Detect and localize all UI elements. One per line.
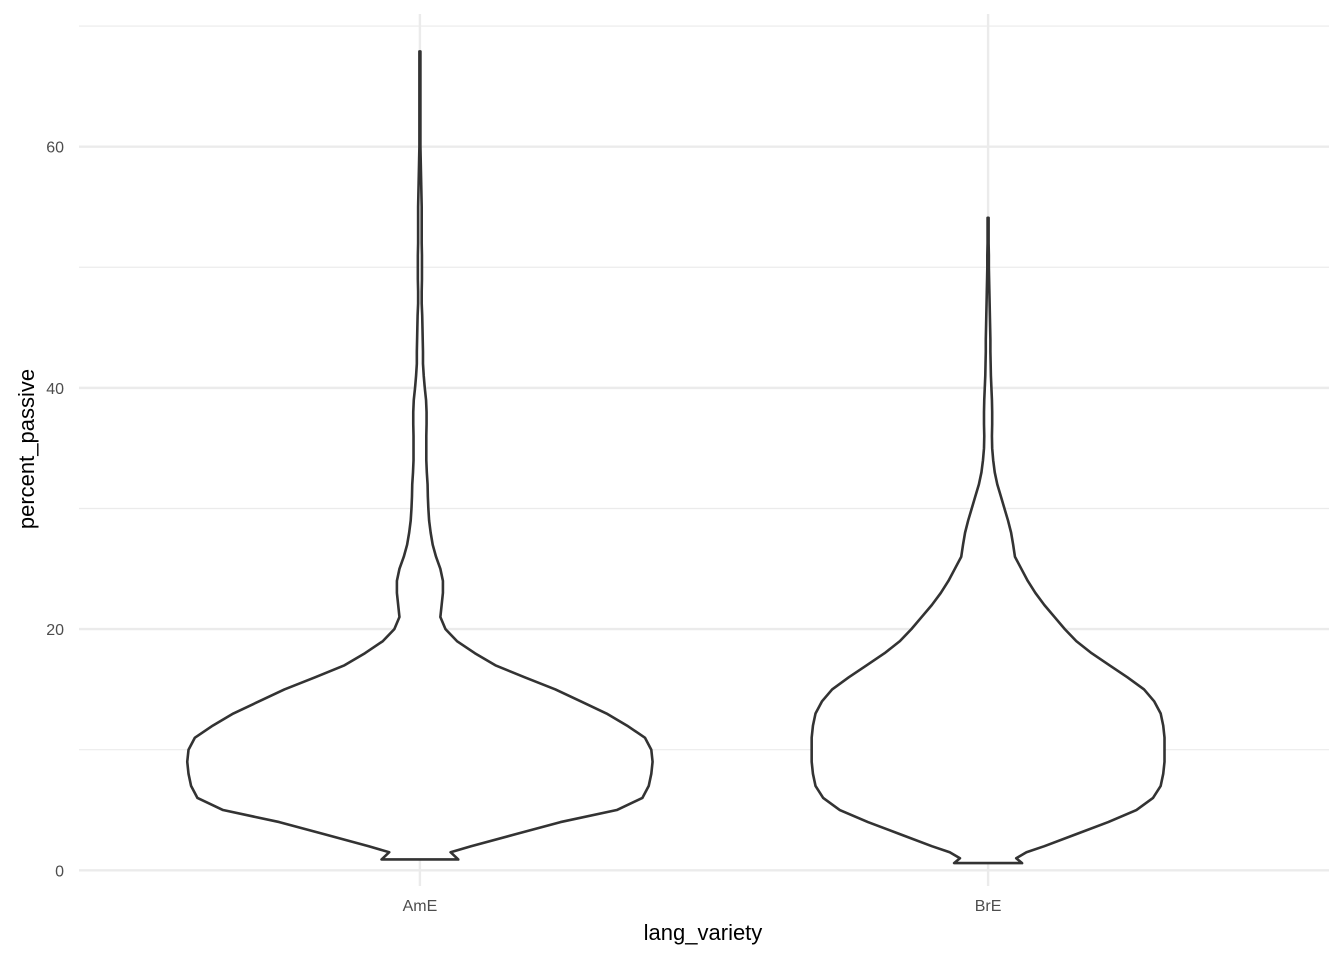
y-tick-label: 20: [46, 622, 64, 639]
x-axis-ticks: AmE BrE: [403, 898, 1002, 915]
y-tick-label: 40: [46, 381, 64, 398]
violin-ame: [185, 50, 654, 861]
x-axis-title: lang_variety: [644, 920, 763, 945]
y-axis-ticks: 0 20 40 60: [46, 140, 64, 881]
violins: [185, 50, 1166, 865]
y-tick-label: 0: [55, 863, 64, 880]
x-tick-label: BrE: [975, 898, 1002, 915]
y-tick-label: 60: [46, 140, 64, 157]
violin-bre: [810, 216, 1166, 865]
y-axis-title: percent_passive: [14, 369, 39, 529]
x-tick-label: AmE: [403, 898, 438, 915]
